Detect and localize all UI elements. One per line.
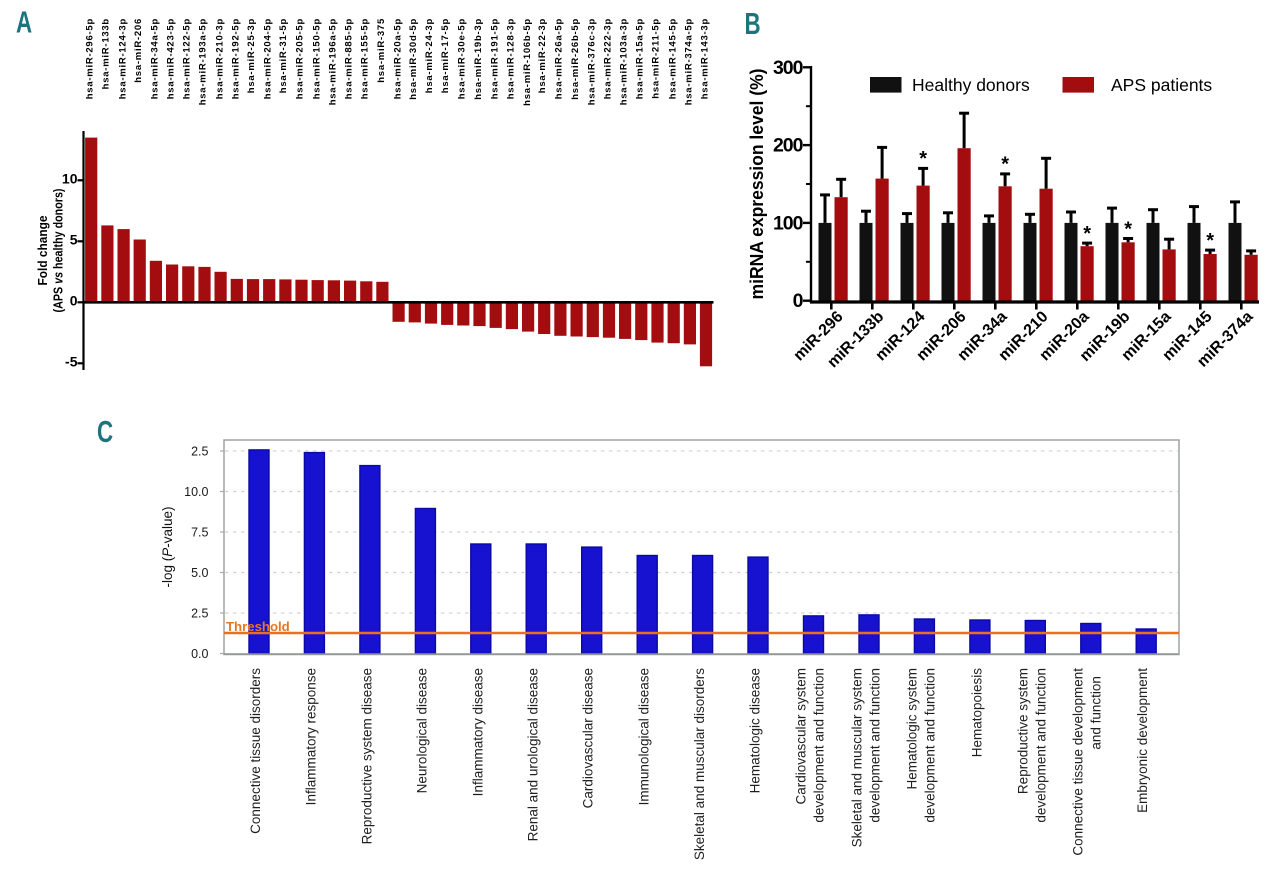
svg-text:300: 300 <box>773 57 804 79</box>
svg-text:B: B <box>745 6 761 40</box>
svg-text:Threshold: Threshold <box>226 619 290 634</box>
svg-text:5: 5 <box>70 232 78 248</box>
svg-text:7.5: 7.5 <box>191 526 208 540</box>
svg-text:10.0: 10.0 <box>184 485 208 499</box>
svg-text:-5: -5 <box>65 354 78 370</box>
svg-text:10: 10 <box>62 171 78 187</box>
svg-text:C: C <box>97 414 113 448</box>
svg-text:0.0: 0.0 <box>191 647 208 661</box>
svg-text:Healthy donors: Healthy donors <box>912 75 1030 95</box>
svg-text:*: * <box>1001 154 1009 176</box>
svg-text:100: 100 <box>773 212 804 234</box>
svg-text:(APS vs healthy donors): (APS vs healthy donors) <box>51 189 66 313</box>
svg-text:0: 0 <box>70 293 78 309</box>
svg-text:2.5: 2.5 <box>191 607 208 621</box>
svg-text:miRNA expression level (%): miRNA expression level (%) <box>746 69 767 300</box>
svg-text:*: * <box>1206 230 1214 252</box>
svg-text:200: 200 <box>773 135 804 157</box>
svg-text:Fold change: Fold change <box>35 216 50 286</box>
svg-text:*: * <box>919 148 927 170</box>
svg-text:-log (P-value): -log (P-value) <box>160 506 175 587</box>
svg-text:5.0: 5.0 <box>191 566 208 580</box>
svg-text:*: * <box>1083 223 1091 245</box>
svg-text:A: A <box>16 5 32 39</box>
svg-text:2.5: 2.5 <box>191 445 208 459</box>
svg-text:0: 0 <box>793 290 804 312</box>
svg-text:APS patients: APS patients <box>1111 75 1212 95</box>
svg-text:*: * <box>1124 218 1132 240</box>
